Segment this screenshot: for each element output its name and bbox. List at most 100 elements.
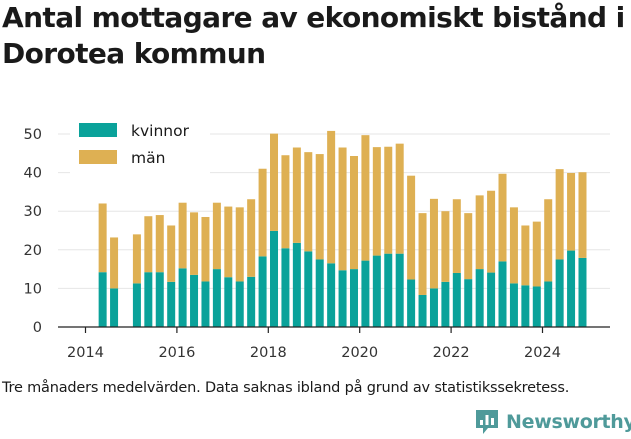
bar-kvinnor (452, 272, 461, 327)
bar-kvinnor (338, 270, 347, 327)
bar-man (212, 202, 221, 270)
x-axis-tick-labels: 2014 2016 2018 2020 2022 2024 (67, 345, 561, 361)
y-axis-tick-labels: 0 10 20 30 40 50 (24, 127, 42, 336)
bar-man (110, 237, 119, 289)
bar-man (475, 195, 484, 270)
bar-kvinnor (270, 230, 279, 327)
bar-kvinnor (487, 272, 496, 327)
x-tick-label: 2018 (250, 345, 287, 361)
bar-man (429, 198, 438, 289)
bar-man (567, 172, 576, 251)
x-axis (58, 326, 610, 333)
y-tick-label: 10 (24, 281, 42, 297)
bar-kvinnor (418, 294, 427, 327)
x-tick-label: 2024 (524, 345, 561, 361)
bar-kvinnor (98, 272, 107, 327)
footnote: Tre månaders medelvärden. Data saknas ib… (2, 380, 570, 396)
bar-kvinnor (167, 281, 176, 327)
bar-kvinnor (578, 257, 587, 327)
legend-swatch (79, 123, 117, 137)
bar-man (418, 213, 427, 295)
legend-label: män (131, 149, 165, 167)
legend-label: kvinnor (131, 122, 190, 140)
bar-man (521, 225, 530, 286)
bar-man (395, 143, 404, 254)
bar-man (361, 135, 370, 261)
bar-man (292, 147, 301, 243)
bar-kvinnor (498, 261, 507, 327)
bar-kvinnor (361, 260, 370, 327)
y-tick-label: 40 (24, 166, 42, 182)
bar-kvinnor (304, 251, 313, 327)
stacked-bar-chart: 0 10 20 30 40 50 2014 2016 2018 2020 2022 2024 kvi… (23, 116, 610, 361)
bar-kvinnor (384, 253, 393, 327)
x-tick-label: 2016 (158, 345, 195, 361)
bar-kvinnor (281, 248, 290, 327)
bar-man (270, 133, 279, 231)
y-tick-label: 0 (33, 320, 42, 336)
bar-kvinnor (292, 242, 301, 327)
bar-man (98, 203, 107, 273)
bar-man (578, 172, 587, 258)
bar-man (132, 234, 141, 284)
bar-man (155, 215, 164, 273)
bar-kvinnor (212, 269, 221, 327)
bar-man (384, 146, 393, 254)
y-tick-label: 20 (24, 243, 42, 259)
bar-kvinnor (190, 274, 199, 327)
bar-kvinnor (555, 259, 564, 327)
bar-kvinnor (521, 285, 530, 327)
bar-kvinnor (567, 250, 576, 327)
bar-man (258, 168, 267, 257)
bar-kvinnor (532, 286, 541, 327)
bar-man (464, 213, 473, 280)
chart-title: Antal mottagare av ekonomiskt bistånd i … (2, 1, 625, 70)
bar-man (452, 199, 461, 273)
bar-kvinnor (395, 253, 404, 327)
bar-man (315, 154, 324, 260)
bar-kvinnor (475, 269, 484, 327)
bar-man (544, 199, 553, 282)
bar-man (235, 207, 244, 282)
bar-man (167, 225, 176, 282)
bar-kvinnor (224, 277, 233, 327)
bar-kvinnor (327, 263, 336, 327)
bar-man (555, 169, 564, 260)
bar-kvinnor (429, 288, 438, 327)
bar-kvinnor (407, 279, 416, 327)
bar-kvinnor (544, 281, 553, 327)
bar-kvinnor (178, 268, 187, 327)
bar-kvinnor (372, 255, 381, 327)
bar-kvinnor (201, 281, 210, 327)
brand-logo[interactable]: Newsworthy (474, 406, 631, 438)
bar-man (247, 199, 256, 277)
bar-kvinnor (509, 283, 518, 327)
legend: kvinnor män (70, 116, 210, 176)
bar-kvinnor (155, 272, 164, 327)
bar-man (349, 156, 358, 270)
bar-man (304, 152, 313, 252)
bar-man (224, 206, 233, 278)
bar-kvinnor (315, 259, 324, 327)
bar-man (372, 147, 381, 256)
bar-man (498, 173, 507, 262)
bar-kvinnor (247, 276, 256, 327)
y-tick-label: 50 (24, 127, 42, 143)
bars (98, 130, 587, 327)
bar-kvinnor (144, 272, 153, 327)
bar-kvinnor (132, 283, 141, 327)
bar-kvinnor (464, 279, 473, 327)
bar-kvinnor (258, 256, 267, 327)
bar-man (487, 190, 496, 273)
y-tick-label: 30 (24, 204, 42, 220)
bar-man (338, 147, 347, 271)
bar-kvinnor (349, 269, 358, 327)
x-tick-label: 2020 (341, 345, 378, 361)
bar-man (281, 155, 290, 249)
x-tick-label: 2014 (67, 345, 104, 361)
bar-chart-logo-icon (476, 410, 498, 434)
bar-man (509, 207, 518, 284)
brand-name: Newsworthy (506, 411, 631, 433)
bar-kvinnor (110, 288, 119, 327)
bar-man (327, 130, 336, 264)
